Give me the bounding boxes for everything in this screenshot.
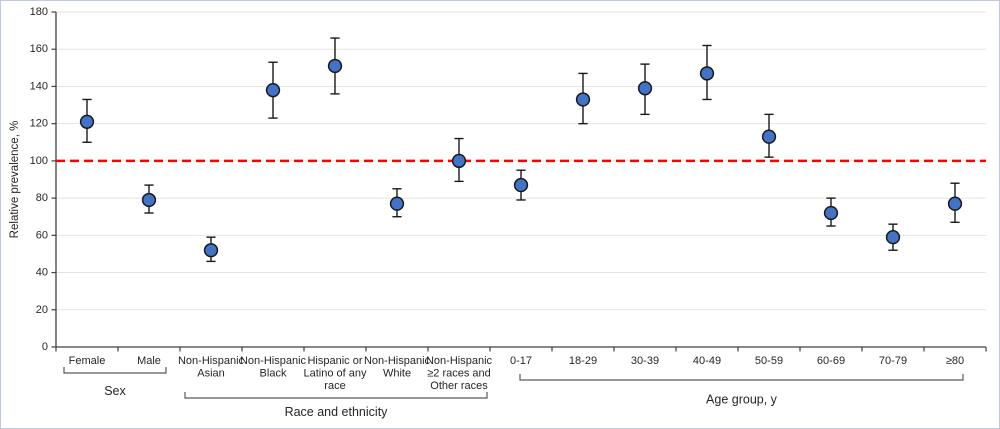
category-label: Female (69, 355, 106, 367)
data-point (823, 205, 839, 221)
category-label: 30-39 (631, 355, 659, 367)
y-tick-label: 40 (36, 267, 48, 279)
category-label: 60-69 (817, 355, 845, 367)
category-label: Non-Hispanic Asian (178, 355, 245, 380)
y-tick-label: 180 (30, 6, 48, 18)
data-point (203, 243, 219, 258)
data-point (761, 129, 777, 144)
category-label: Non-Hispanic ≥2 races and Other races (426, 355, 493, 392)
category-label: 70-79 (879, 355, 907, 367)
data-point (513, 177, 529, 193)
group-label: Age group, y (706, 393, 778, 407)
category-label: Non-Hispanic Black (240, 355, 307, 380)
y-tick-label: 140 (30, 80, 48, 92)
category-label: 50-59 (755, 355, 783, 367)
data-point (265, 83, 281, 98)
data-point (327, 58, 343, 74)
y-axis-title: Relative prevalence, % (9, 121, 21, 239)
y-tick-label: 60 (36, 229, 48, 241)
data-point (885, 230, 901, 245)
data-point (141, 192, 157, 208)
category-label: ≥80 (946, 355, 964, 367)
data-point (699, 66, 715, 81)
category-label: 18-29 (569, 355, 597, 367)
data-point (575, 92, 591, 107)
y-tick-label: 100 (30, 155, 48, 167)
data-point (451, 153, 467, 169)
data-point (947, 196, 963, 211)
y-tick-label: 120 (30, 118, 48, 130)
y-tick-label: 0 (42, 341, 48, 353)
category-label: 0-17 (510, 355, 532, 367)
group-label: Sex (104, 384, 126, 398)
y-tick-label: 80 (36, 192, 48, 204)
category-label: Hispanic or Latino of any race (304, 355, 367, 392)
data-point (637, 81, 653, 96)
category-label: Male (137, 355, 161, 367)
data-point (389, 196, 405, 211)
group-label: Race and ethnicity (285, 405, 389, 419)
y-tick-label: 160 (30, 43, 48, 55)
group-bracket (63, 367, 167, 374)
group-bracket (519, 374, 964, 381)
group-bracket (184, 392, 488, 399)
data-point (79, 114, 95, 129)
category-label: Non-Hispanic White (364, 355, 431, 380)
y-tick-label: 20 (36, 304, 48, 316)
category-label: 40-49 (693, 355, 721, 367)
